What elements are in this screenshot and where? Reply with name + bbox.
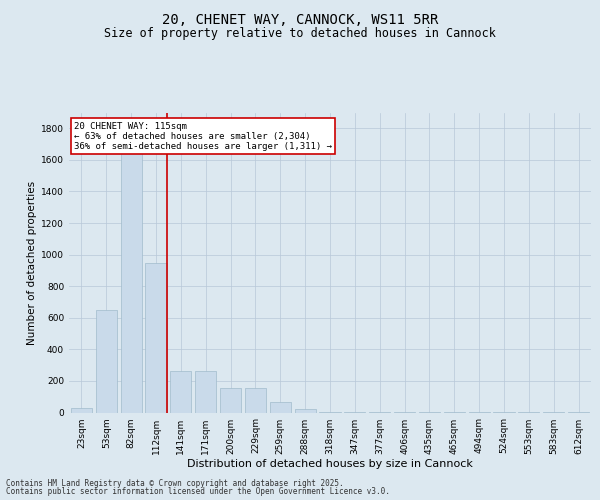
Text: 20, CHENET WAY, CANNOCK, WS11 5RR: 20, CHENET WAY, CANNOCK, WS11 5RR	[162, 12, 438, 26]
Bar	[195, 372, 216, 412]
Text: Contains public sector information licensed under the Open Government Licence v3: Contains public sector information licen…	[6, 487, 390, 496]
Bar	[96, 310, 117, 412]
Bar	[145, 262, 167, 412]
Bar	[245, 388, 266, 412]
Text: Size of property relative to detached houses in Cannock: Size of property relative to detached ho…	[104, 28, 496, 40]
Text: Contains HM Land Registry data © Crown copyright and database right 2025.: Contains HM Land Registry data © Crown c…	[6, 478, 344, 488]
Bar	[170, 372, 191, 412]
X-axis label: Distribution of detached houses by size in Cannock: Distribution of detached houses by size …	[187, 460, 473, 469]
Bar	[121, 152, 142, 412]
Bar	[270, 402, 291, 412]
Y-axis label: Number of detached properties: Number of detached properties	[27, 180, 37, 344]
Bar	[71, 408, 92, 412]
Text: 20 CHENET WAY: 115sqm
← 63% of detached houses are smaller (2,304)
36% of semi-d: 20 CHENET WAY: 115sqm ← 63% of detached …	[74, 122, 332, 152]
Bar	[295, 410, 316, 412]
Bar	[220, 388, 241, 412]
